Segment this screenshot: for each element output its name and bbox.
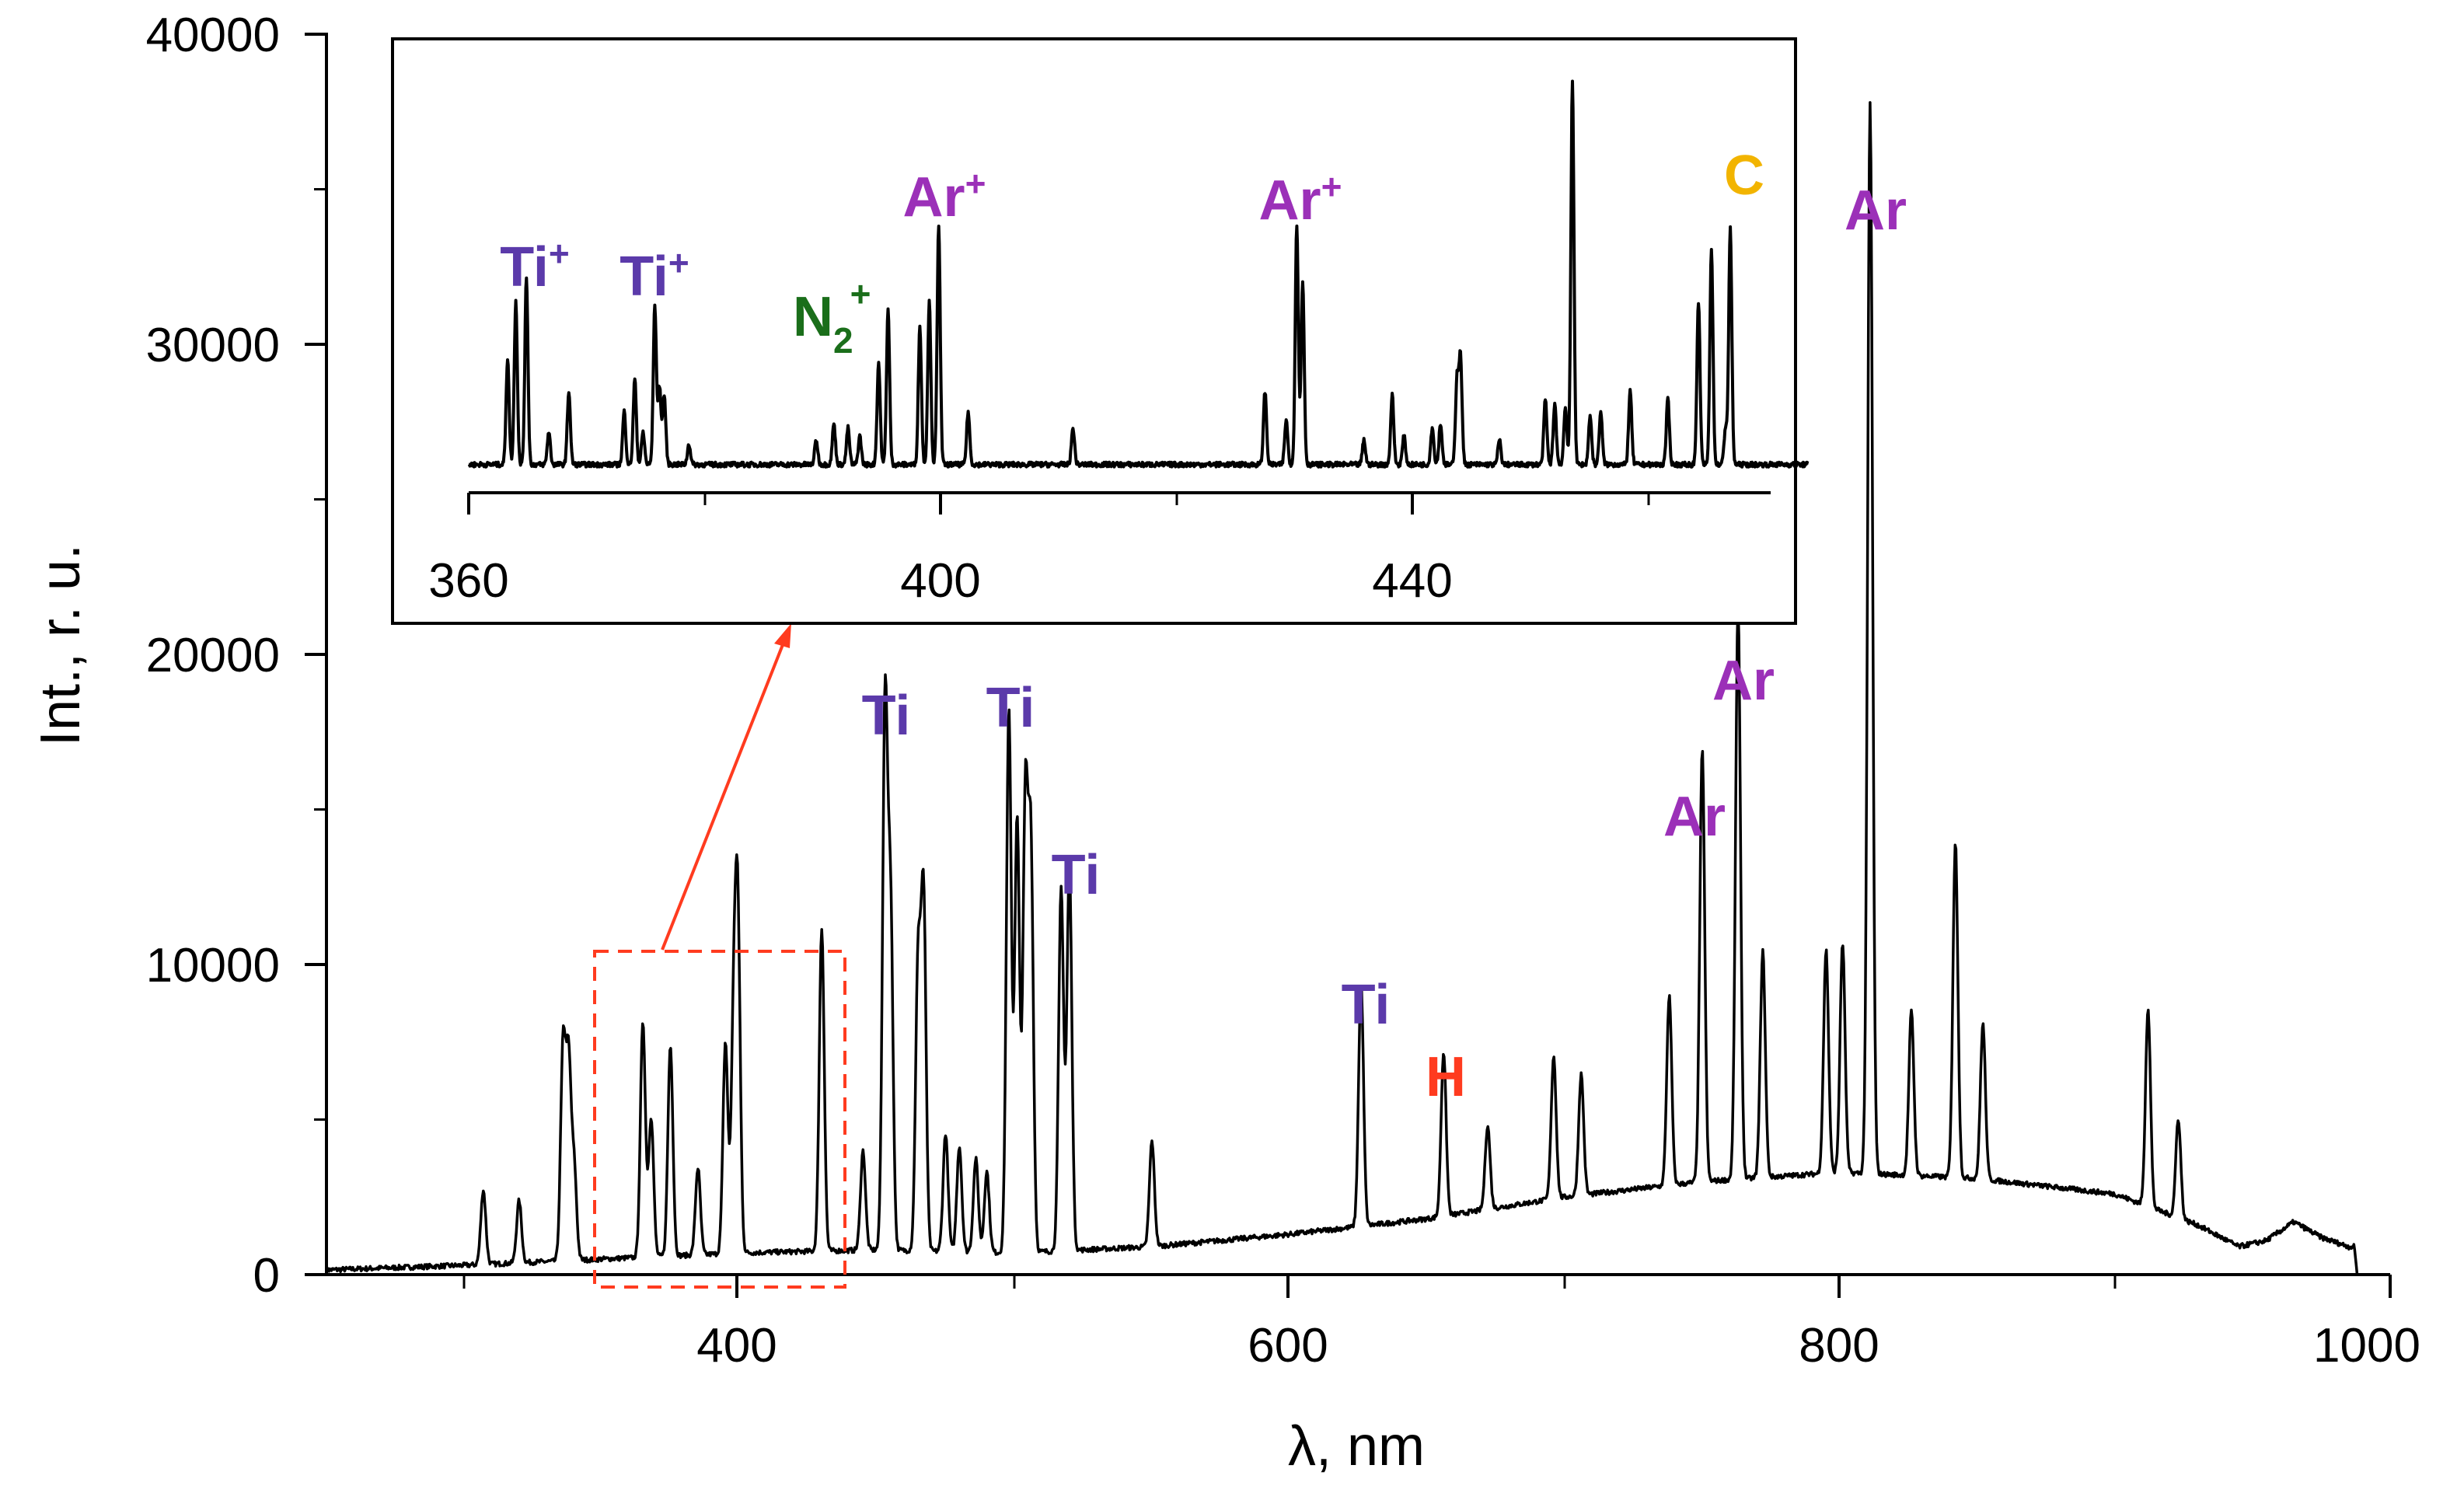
inset-spectrum-line [467, 79, 1810, 469]
zoom-arrow-head [774, 623, 791, 648]
peak-label-ti-453: Ti [862, 685, 911, 747]
y-tick-label-20000: 20000 [146, 629, 280, 682]
zoom-arrow-line [661, 638, 787, 951]
inset-x-tick-label-440: 440 [1372, 554, 1452, 608]
inset-label-ti-plus-2: Ti+ [619, 242, 689, 308]
inset-chart: 360 400 440 Ti+ Ti+ N2+ Ar+ Ar+ C [391, 37, 1810, 625]
main-y-minor-ticks [314, 188, 326, 1121]
main-spectrum-line [325, 101, 2377, 1276]
peak-label-h-656: H [1426, 1046, 1466, 1108]
y-tick-label-0: 0 [253, 1249, 280, 1303]
peak-label-ti-626: Ti [1342, 974, 1391, 1036]
inset-frame [391, 37, 1797, 625]
y-tick-label-40000: 40000 [146, 9, 280, 62]
main-chart: 0 10000 20000 30000 40000 400 600 800 10… [30, 9, 2420, 1477]
zoom-region-box [593, 950, 846, 1289]
inset-label-ti-plus-1: Ti+ [500, 233, 570, 298]
main-x-minor-ticks [462, 1275, 2117, 1289]
inset-x-tick-label-360: 360 [428, 554, 508, 608]
y-tick-label-10000: 10000 [146, 939, 280, 992]
y-axis-title: Int., r. u. [30, 544, 92, 746]
peak-label-ar-750: Ar [1663, 786, 1726, 848]
peak-label-ar-763: Ar [1712, 650, 1775, 712]
inset-label-ar-plus-2: Ar+ [1259, 166, 1342, 232]
inset-label-ar-plus-1: Ar+ [903, 163, 986, 228]
inset-label-c: C [1724, 145, 1764, 207]
x-tick-label-1000: 1000 [2313, 1319, 2420, 1373]
peak-label-ti-519: Ti [1052, 844, 1101, 906]
x-tick-label-800: 800 [1799, 1319, 1879, 1373]
x-axis-title: λ, nm [1288, 1415, 1425, 1477]
y-tick-label-30000: 30000 [146, 319, 280, 372]
peak-label-ti-498: Ti [986, 677, 1035, 739]
inset-x-tick-label-400: 400 [900, 554, 980, 608]
peak-label-ar-811: Ar [1845, 180, 1907, 242]
inset-label-n2-plus: N2+ [793, 274, 871, 361]
x-tick-label-400: 400 [696, 1319, 777, 1373]
x-tick-label-600: 600 [1248, 1319, 1328, 1373]
